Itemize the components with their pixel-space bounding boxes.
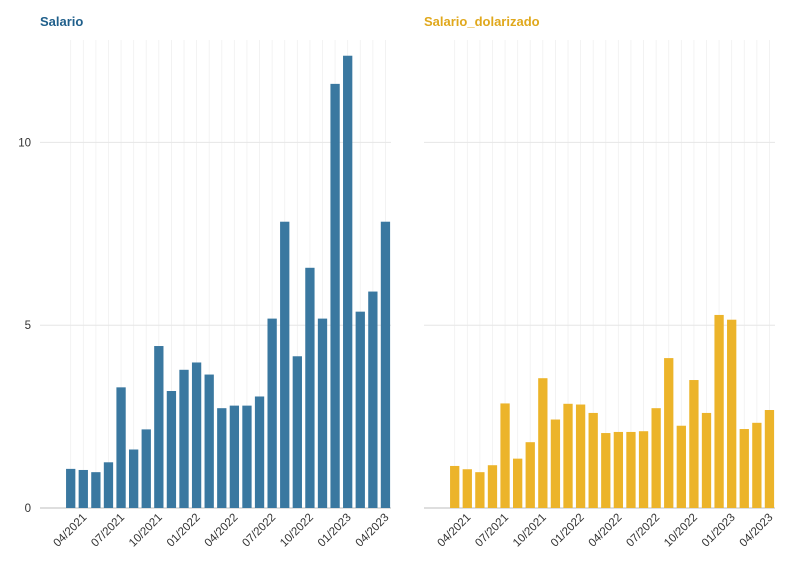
bar-salario-9: [166, 391, 177, 508]
x-tick-label: 04/2021: [52, 512, 90, 550]
bar-salario-8: [154, 346, 164, 508]
bar-salario-dolarizado-15: [626, 431, 636, 508]
bar-salario-2: [78, 469, 88, 508]
x-tick-label: 01/2023: [316, 512, 354, 550]
bar-salario-dolarizado-3: [475, 472, 485, 508]
bar-salario-dolarizado-18: [664, 358, 674, 508]
bar-salario-dolarizado-7: [525, 442, 535, 508]
bar-salario-dolarizado-10: [563, 403, 573, 508]
bar-salario-dolarizado-13: [601, 433, 611, 508]
x-tick-label: 07/2021: [473, 512, 511, 550]
bar-salario-dolarizado-22: [714, 314, 724, 508]
bar-salario-6: [129, 449, 139, 508]
x-tick-label: 04/2022: [587, 512, 625, 550]
bar-salario-dolarizado-11: [575, 404, 586, 508]
bar-salario-22: [330, 83, 340, 508]
bar-salario-5: [116, 387, 126, 508]
x-tick-label: 07/2022: [240, 512, 278, 550]
bar-salario-26: [380, 221, 391, 508]
x-tick-label: 10/2021: [511, 512, 549, 550]
y-tick-label: 0: [25, 503, 31, 515]
bar-salario-12: [204, 374, 214, 508]
x-tick-label: 01/2023: [700, 512, 738, 550]
bar-salario-dolarizado-14: [613, 431, 624, 508]
bar-salario-dolarizado-23: [727, 319, 737, 508]
bar-salario-17: [267, 318, 277, 508]
x-tick-label: 01/2022: [165, 512, 203, 550]
x-tick-label: 10/2022: [278, 512, 316, 550]
bar-salario-dolarizado-5: [500, 403, 510, 508]
bar-salario-3: [91, 472, 101, 508]
bar-salario-dolarizado-26: [764, 410, 775, 508]
bar-salario-dolarizado-16: [638, 431, 649, 508]
y-tick-label: 10: [18, 137, 31, 149]
x-tick-label: 04/2022: [203, 512, 241, 550]
x-tick-label: 10/2022: [662, 512, 700, 550]
bar-salario-18: [280, 221, 290, 508]
bar-salario-24: [355, 311, 365, 508]
bar-salario-4: [103, 462, 114, 508]
bar-salario-11: [191, 362, 202, 508]
x-tick-label: 04/2023: [354, 512, 392, 550]
bar-salario-13: [217, 408, 227, 508]
bar-salario-dolarizado-20: [689, 380, 699, 508]
bar-salario-dolarizado-24: [739, 429, 749, 508]
bar-salario-dolarizado-9: [550, 419, 561, 508]
bar-salario-7: [141, 429, 151, 508]
bar-salario-23: [343, 55, 353, 509]
bar-salario-dolarizado-2: [462, 469, 472, 508]
bar-salario-10: [179, 369, 189, 508]
bar-salario-dolarizado-8: [538, 378, 548, 508]
x-tick-label: 04/2023: [738, 512, 776, 550]
bar-salario-20: [305, 267, 315, 508]
bar-salario-dolarizado-1: [450, 465, 460, 508]
x-tick-label: 07/2021: [89, 512, 127, 550]
bar-salario-dolarizado-19: [676, 425, 686, 508]
bar-salario-19: [292, 356, 302, 508]
x-tick-label: 07/2022: [624, 512, 662, 550]
bar-salario-1: [66, 468, 76, 508]
bar-salario-dolarizado-12: [588, 412, 598, 508]
bar-salario-dolarizado-4: [487, 465, 498, 508]
bar-salario-25: [368, 291, 378, 508]
x-tick-label: 01/2022: [549, 512, 587, 550]
panel-title: Salario: [40, 14, 83, 29]
bar-salario-dolarizado-6: [513, 458, 523, 508]
bar-salario-14: [229, 405, 240, 508]
bar-salario-dolarizado-21: [701, 412, 712, 508]
y-tick-label: 5: [25, 320, 31, 332]
x-tick-label: 10/2021: [127, 512, 165, 550]
bar-salario-15: [242, 405, 252, 508]
bar-salario-21: [317, 318, 328, 508]
bar-salario-dolarizado-25: [752, 422, 762, 508]
panel-title: Salario_dolarizado: [424, 14, 540, 29]
x-tick-label: 04/2021: [436, 512, 474, 550]
bar-salario-dolarizado-17: [651, 408, 661, 508]
bar-salario-16: [254, 396, 265, 508]
